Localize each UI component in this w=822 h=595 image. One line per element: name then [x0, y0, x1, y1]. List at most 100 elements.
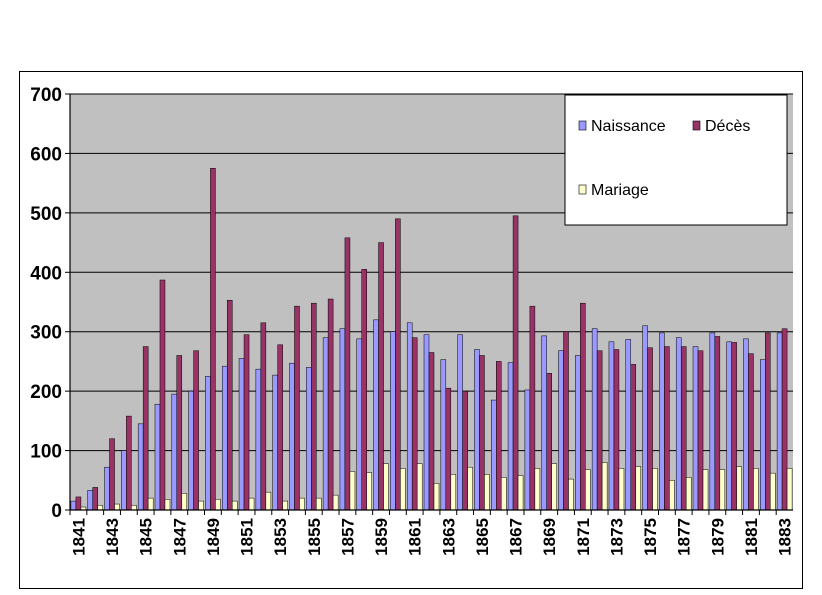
x-tick-label: 1863	[439, 518, 458, 556]
bar-naissance-1847	[171, 393, 178, 511]
bar-mariage-1853	[282, 500, 288, 511]
bar-naissance-1865	[474, 349, 480, 511]
bar-chart: 0 100 200 300 400 500 600 700 1841 1843 1845 1847 18…	[30, 85, 795, 556]
bar-dcs-1857	[344, 237, 351, 511]
bar-naissance-1863	[440, 359, 447, 511]
bar-naissance-1864	[457, 334, 463, 511]
bar-naissance-1859	[373, 319, 379, 511]
bar-naissance-1868	[524, 389, 531, 511]
bar-naissance-1874	[625, 339, 632, 511]
bar-naissance-1866	[491, 399, 497, 511]
bar-mariage-1872	[601, 462, 608, 511]
x-tick-label: 1849	[204, 518, 223, 556]
y-tick-label: 500	[30, 204, 62, 225]
bar-mariage-1844	[131, 504, 137, 511]
bar-dcs-1872	[596, 350, 603, 511]
bar-naissance-1844	[121, 450, 127, 511]
bar-naissance-1883	[776, 332, 783, 511]
bar-naissance-1853	[272, 374, 278, 511]
bar-dcs-1870	[563, 331, 569, 511]
bar-mariage-1855	[316, 497, 322, 511]
bar-mariage-1882	[770, 472, 776, 511]
bar-naissance-1856	[322, 337, 329, 511]
bar-dcs-1855	[311, 302, 317, 511]
bar-dcs-1866	[496, 361, 502, 511]
x-tick-label: 1859	[372, 518, 391, 556]
bar-dcs-1871	[580, 302, 586, 511]
bar-mariage-1873	[618, 468, 625, 511]
bar-dcs-1875	[647, 347, 653, 511]
legend-swatch-naissance	[578, 120, 587, 131]
x-tick-label: 1871	[574, 518, 593, 556]
bar-dcs-1880	[731, 342, 737, 511]
bar-dcs-1861	[411, 337, 418, 511]
bar-naissance-1858	[356, 338, 362, 511]
bar-mariage-1863	[450, 474, 457, 511]
bar-mariage-1871	[585, 469, 591, 511]
bar-dcs-1878	[697, 350, 704, 511]
x-tick-label: 1855	[305, 518, 324, 556]
bar-dcs-1881	[748, 353, 754, 511]
legend-label-naissance: Naissance	[591, 118, 666, 135]
x-tick-label: 1843	[103, 518, 122, 556]
bar-dcs-1845	[142, 346, 149, 511]
bar-dcs-1853	[277, 344, 283, 511]
bar-naissance-1852	[255, 368, 262, 511]
bar-mariage-1877	[685, 477, 692, 511]
bar-mariage-1876	[669, 480, 675, 511]
bar-mariage-1856	[332, 494, 339, 511]
bar-dcs-1844	[126, 415, 132, 511]
bar-naissance-1849	[205, 376, 211, 511]
bar-naissance-1872	[591, 328, 598, 511]
bar-mariage-1859	[383, 463, 389, 511]
bar-mariage-1865	[484, 474, 490, 511]
bar-mariage-1851	[248, 497, 255, 511]
bar-mariage-1846	[164, 499, 171, 511]
bar-dcs-1856	[327, 298, 334, 511]
x-tick-label: 1847	[170, 518, 189, 556]
bar-mariage-1869	[551, 463, 557, 511]
legend-box	[564, 94, 788, 226]
bar-naissance-1845	[137, 423, 144, 511]
bar-naissance-1880	[726, 341, 732, 511]
bar-mariage-1878	[702, 469, 709, 511]
x-tick-label: 1865	[473, 518, 492, 556]
x-tick-label: 1881	[742, 518, 761, 556]
bar-naissance-1854	[289, 362, 295, 511]
bar-dcs-1879	[714, 336, 721, 511]
bar-naissance-1881	[743, 338, 749, 511]
bar-dcs-1873	[613, 349, 620, 511]
bar-naissance-1875	[642, 325, 648, 511]
x-tick-label: 1857	[338, 518, 357, 556]
bar-naissance-1867	[507, 362, 514, 511]
bar-naissance-1841	[70, 500, 77, 511]
bar-mariage-1864	[467, 466, 473, 511]
bar-mariage-1857	[349, 471, 356, 511]
bar-naissance-1842	[87, 490, 93, 511]
y-tick-label: 700	[30, 85, 62, 106]
bar-dcs-1883	[781, 328, 788, 511]
bar-mariage-1874	[635, 466, 642, 511]
bar-naissance-1878	[692, 346, 699, 511]
y-tick-label: 100	[30, 442, 62, 463]
bar-mariage-1883	[786, 468, 793, 511]
x-tick-label: 1875	[641, 518, 660, 556]
x-tick-label: 1869	[540, 518, 559, 556]
bar-naissance-1850	[221, 365, 228, 511]
bar-mariage-1850	[231, 500, 238, 511]
bar-naissance-1860	[390, 331, 396, 511]
bar-mariage-1843	[114, 503, 120, 511]
bar-naissance-1870	[558, 350, 564, 511]
bar-naissance-1869	[541, 335, 547, 511]
bar-dcs-1850	[226, 299, 233, 511]
x-tick-label: 1853	[271, 518, 290, 556]
x-tick-label: 1861	[406, 518, 425, 556]
bar-dcs-1851	[243, 334, 250, 511]
bar-naissance-1862	[423, 334, 430, 511]
bar-naissance-1843	[104, 466, 110, 511]
bar-dcs-1854	[294, 305, 300, 511]
x-tick-label: 1883	[776, 518, 795, 556]
bar-dcs-1862	[428, 352, 435, 511]
bar-mariage-1875	[652, 468, 658, 511]
bar-dcs-1869	[546, 373, 552, 511]
